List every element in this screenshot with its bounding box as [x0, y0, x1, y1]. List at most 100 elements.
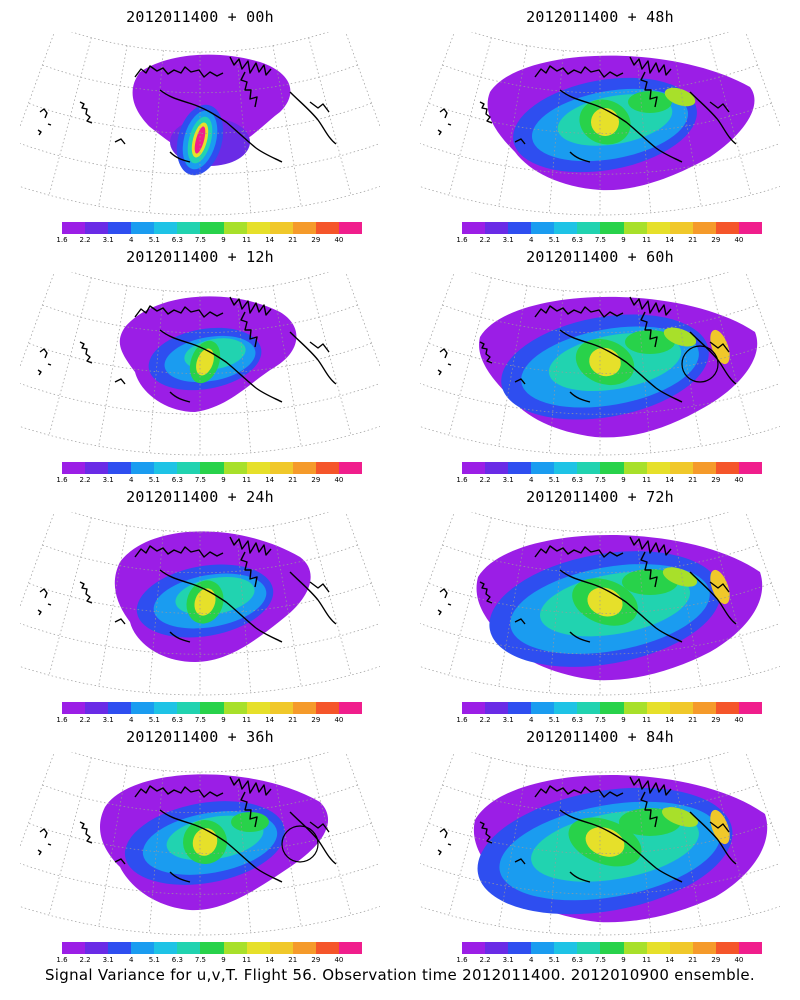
colorbar-labels: 1.6 2.2 3.1 4 5.1 6.3 7.5 9 11 14 21 29 40	[450, 476, 760, 486]
colorbar-swatch	[154, 462, 178, 474]
colorbar-tick-label: 4	[528, 236, 534, 244]
colorbar-tick-label: 5.1	[148, 956, 160, 964]
colorbar-swatch	[462, 702, 486, 714]
colorbar-swatch	[200, 462, 224, 474]
coastline	[240, 791, 258, 828]
coastline	[514, 138, 591, 163]
graticule-meridian	[672, 45, 702, 207]
graticule-parallel	[470, 512, 730, 533]
colorbar-swatch	[338, 942, 363, 954]
colorbar-tick-label: 9	[221, 716, 226, 724]
colorbar-swatch	[646, 702, 670, 714]
colorbar-swatch	[223, 462, 247, 474]
colorbar-swatch	[715, 222, 739, 234]
colorbar-tick-label: 4	[128, 716, 134, 724]
colorbar-swatch	[108, 942, 132, 954]
panel-title: 2012011400 + 24h	[126, 488, 274, 506]
graticule-meridian	[48, 277, 92, 436]
colorbar-swatch	[223, 702, 247, 714]
colorbar-tick-label: 14	[265, 716, 275, 724]
colorbar-tick-label: 4	[528, 956, 534, 964]
colorbar-tick-label: 21	[688, 956, 698, 964]
graticule-meridian	[272, 285, 302, 447]
coastline	[114, 618, 191, 643]
forecast-panel: 2012011400 + 12h 1.6 2.2 3.1 4 5.1 6.3 7.5 9 11 1…	[0, 240, 400, 486]
colorbar-tick-label: 9	[621, 476, 626, 484]
colorbar-tick-label: 6.3	[571, 476, 583, 484]
colorbar-swatch	[715, 942, 739, 954]
colorbar-swatch	[338, 222, 363, 234]
colorbar-tick-label: 1.6	[456, 236, 468, 244]
colorbar-swatch	[738, 222, 763, 234]
coastline	[240, 551, 258, 588]
colorbar-tick-label: 2.2	[479, 236, 491, 244]
coastline	[229, 296, 272, 316]
colorbar-tick-label: 6.3	[171, 716, 183, 724]
graticule-meridian	[345, 32, 380, 128]
coastline	[559, 569, 683, 643]
coastline	[479, 821, 493, 844]
coastline	[240, 71, 258, 108]
colorbar-tick-label: 5.1	[148, 236, 160, 244]
coastline	[240, 311, 258, 348]
coastline	[559, 89, 683, 163]
colorbar-tick-label: 2.2	[79, 956, 91, 964]
coastline	[514, 618, 591, 643]
graticule-meridian	[20, 752, 55, 848]
colorbar-swatch	[669, 702, 693, 714]
coastline	[629, 296, 672, 316]
colorbar-tick-label: 9	[221, 236, 226, 244]
colorbar-labels: 1.6 2.2 3.1 4 5.1 6.3 7.5 9 11 14 21 29 40	[50, 236, 360, 246]
colorbar-tick-label: 9	[621, 716, 626, 724]
colorbar-swatch	[62, 462, 86, 474]
colorbar-swatch	[508, 702, 532, 714]
colorbar-tick-label: 40	[734, 716, 744, 724]
graticule-meridian	[20, 32, 55, 128]
coastline	[37, 108, 52, 136]
variance-contour	[192, 828, 218, 856]
coastline	[134, 65, 224, 78]
variance-map	[420, 32, 780, 216]
colorbar-tick-label: 1.6	[56, 476, 68, 484]
colorbar-swatch	[85, 462, 109, 474]
colorbar-tick-label: 6.3	[171, 956, 183, 964]
forecast-panel: 2012011400 + 84h 1.6 2.2 3.1 4 5.1 6.3 7.5 9 11 1…	[400, 720, 800, 966]
colorbar-tick-label: 1.6	[56, 716, 68, 724]
colorbar-tick-label: 2.2	[479, 956, 491, 964]
colorbar-swatch	[554, 702, 578, 714]
graticule-parallel	[420, 426, 780, 456]
graticule-meridian	[48, 37, 92, 196]
colorbar-swatch	[738, 942, 763, 954]
colorbar-swatch	[692, 702, 716, 714]
coastline	[289, 571, 337, 625]
graticule-meridian	[48, 517, 92, 676]
forecast-panel: 2012011400 + 60h 1.6 2.2 3.1 4 5.1 6.3 7.5 9 11 1…	[400, 240, 800, 486]
colorbar-tick-label: 1.6	[456, 956, 468, 964]
colorbar-tick-label: 2.2	[479, 716, 491, 724]
colorbar-tick-label: 6.3	[571, 236, 583, 244]
colorbar-swatch	[269, 462, 293, 474]
colorbar-tick-label: 5.1	[548, 476, 560, 484]
graticule-parallel	[70, 272, 330, 293]
colorbar-swatch	[508, 462, 532, 474]
colorbar-swatch	[223, 942, 247, 954]
graticule-parallel	[42, 544, 358, 574]
coastline	[114, 378, 191, 403]
graticule-meridian	[420, 272, 455, 368]
colorbar-swatch	[269, 222, 293, 234]
coastline	[514, 858, 591, 883]
colorbar-swatch	[531, 462, 555, 474]
colorbar-tick-label: 40	[334, 476, 344, 484]
coastline	[559, 809, 683, 883]
colorbar-tick-label: 11	[642, 716, 652, 724]
graticule-meridian	[420, 32, 455, 128]
colorbar-tick-label: 40	[734, 236, 744, 244]
colorbar-tick-label: 3.1	[102, 476, 114, 484]
variance-map	[20, 752, 380, 936]
colorbar-swatch	[177, 222, 201, 234]
graticule-parallel	[42, 784, 358, 814]
graticule-meridian	[420, 752, 455, 848]
colorbar-swatch	[531, 222, 555, 234]
panel-title: 2012011400 + 72h	[526, 488, 674, 506]
graticule-meridian	[708, 757, 752, 916]
